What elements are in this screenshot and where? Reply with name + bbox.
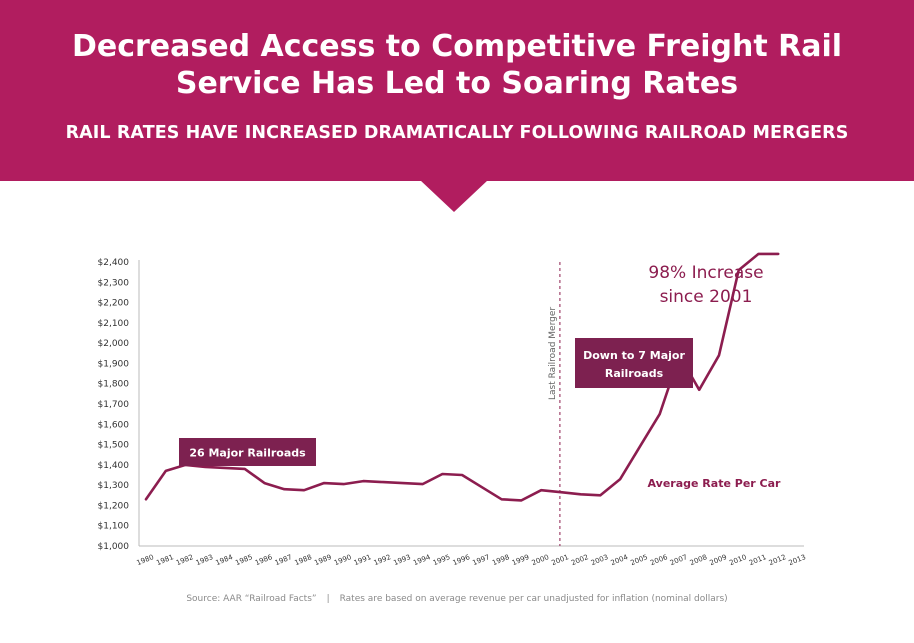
x-tick-label: 2000 [531, 553, 551, 567]
x-tick-label: 1993 [392, 553, 412, 567]
x-tick-label: 2006 [649, 553, 669, 567]
y-tick-label: $2,000 [98, 339, 130, 349]
x-tick-label: 2013 [787, 553, 807, 567]
x-tick-label: 1980 [135, 553, 155, 567]
footer-separator: | [326, 594, 330, 604]
x-tick-label: 1998 [491, 553, 511, 567]
x-tick-label: 2004 [610, 553, 630, 567]
x-axis-ticks: 1980 1981 1982 1983 1984 1985 1986 1987 1988 1989… [135, 553, 807, 567]
y-tick-label: $1,700 [98, 400, 130, 410]
x-tick-label: 1991 [353, 553, 373, 567]
x-tick-label: 1981 [155, 553, 175, 567]
x-tick-label: 2003 [590, 553, 610, 567]
x-tick-label: 2007 [669, 553, 689, 567]
y-tick-label: $1,800 [98, 380, 130, 390]
merger-label: Last Railroad Merger [548, 307, 558, 400]
x-tick-label: 2002 [570, 553, 590, 567]
x-tick-label: 1987 [274, 553, 294, 567]
y-tick-label: $2,200 [98, 299, 130, 309]
x-tick-label: 2001 [550, 553, 570, 567]
y-tick-label: $1,000 [98, 542, 130, 552]
y-tick-label: $1,500 [98, 441, 130, 451]
y-tick-label: $1,300 [98, 481, 130, 491]
x-tick-label: 1990 [333, 553, 353, 567]
major-railroads-7-label-line1: Down to 7 Major [583, 349, 685, 362]
y-axis-ticks: $1,000 $1,100 $1,200 $1,300 $1,400 $1,500 $1,6… [98, 258, 130, 552]
page-title: Decreased Access to Competitive Freight … [0, 28, 914, 102]
title-line-2: Service Has Led to Soaring Rates [175, 66, 739, 101]
series-label: Average Rate Per Car [648, 477, 781, 490]
x-tick-label: 1999 [511, 553, 531, 567]
x-tick-label: 1997 [471, 553, 491, 567]
source-note: Rates are based on average revenue per c… [339, 594, 728, 604]
source-footer: Source: AAR “Railroad Facts” | Rates are b… [0, 594, 914, 604]
banner-pointer [420, 180, 488, 212]
x-tick-label: 2005 [629, 553, 649, 567]
y-tick-label: $2,400 [98, 258, 130, 268]
x-tick-label: 2010 [728, 553, 748, 567]
x-tick-label: 1985 [234, 553, 254, 567]
y-tick-label: $2,300 [98, 278, 130, 288]
x-tick-label: 2008 [689, 553, 709, 567]
increase-annotation-line1: 98% Increase [648, 263, 763, 283]
header-banner [0, 0, 914, 181]
x-tick-label: 2012 [768, 553, 788, 567]
x-tick-label: 1996 [452, 553, 472, 567]
major-railroads-26-box [179, 438, 316, 466]
x-tick-label: 1988 [294, 553, 314, 567]
x-tick-label: 1992 [373, 553, 393, 567]
y-tick-label: $1,400 [98, 461, 130, 471]
x-tick-label: 1982 [175, 553, 195, 567]
x-tick-label: 2011 [748, 553, 768, 567]
increase-annotation-line2: since 2001 [660, 287, 753, 307]
title-line-1: Decreased Access to Competitive Freight … [71, 29, 843, 64]
y-tick-label: $1,200 [98, 501, 130, 511]
page-subtitle: RAIL RATES HAVE INCREASED DRAMATICALLY F… [65, 123, 849, 143]
major-railroads-26-label: 26 Major Railroads [189, 447, 306, 460]
x-tick-label: 1984 [215, 553, 235, 567]
y-tick-label: $1,100 [98, 522, 130, 532]
major-railroads-7-box [575, 338, 693, 388]
y-tick-label: $1,900 [98, 359, 130, 369]
x-tick-label: 1983 [195, 553, 215, 567]
y-tick-label: $2,100 [98, 319, 130, 329]
x-tick-label: 1994 [412, 553, 432, 567]
major-railroads-7-label-line2: Railroads [605, 367, 664, 380]
x-tick-label: 1986 [254, 553, 274, 567]
source-text: Source: AAR “Railroad Facts” [186, 594, 317, 604]
x-tick-label: 2009 [708, 553, 728, 567]
chart-axes [138, 260, 804, 547]
x-tick-label: 1995 [432, 553, 452, 567]
y-tick-label: $1,600 [98, 420, 130, 430]
x-tick-label: 1989 [313, 553, 333, 567]
